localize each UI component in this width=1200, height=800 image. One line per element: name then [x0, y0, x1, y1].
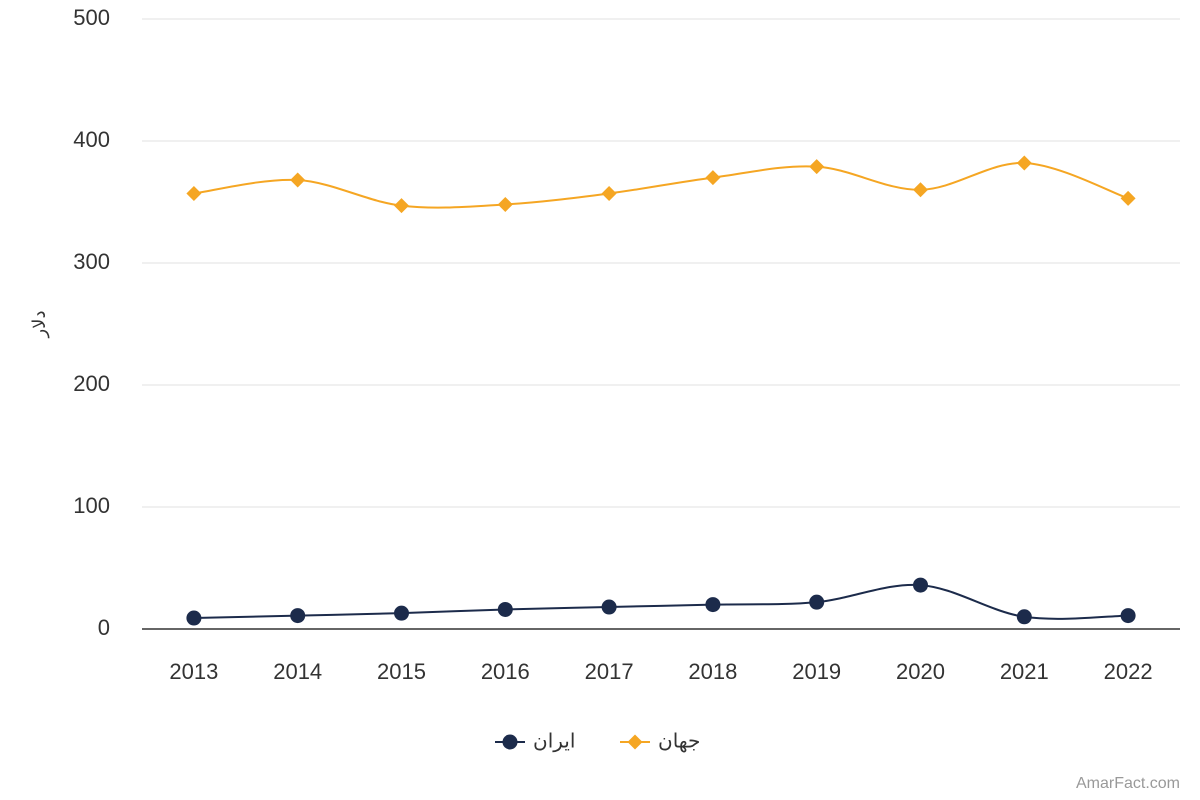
data-point — [290, 608, 306, 624]
data-point — [809, 159, 825, 175]
data-point — [601, 599, 617, 615]
data-point — [705, 597, 721, 613]
x-tick-label: 2022 — [1104, 659, 1153, 684]
legend-label: ایران — [533, 730, 575, 752]
data-point — [705, 170, 721, 186]
x-tick-label: 2021 — [1000, 659, 1049, 684]
x-tick-label: 2014 — [273, 659, 322, 684]
x-tick-label: 2020 — [896, 659, 945, 684]
y-tick-label: 300 — [73, 249, 110, 274]
y-tick-label: 400 — [73, 127, 110, 152]
data-point — [186, 185, 202, 201]
data-point — [1120, 190, 1136, 206]
data-point — [497, 196, 513, 212]
x-tick-label: 2013 — [169, 659, 218, 684]
data-point — [809, 594, 825, 610]
series-line — [193, 583, 1129, 620]
legend-symbol — [627, 734, 643, 750]
x-tick-label: 2016 — [481, 659, 530, 684]
x-tick-label: 2019 — [792, 659, 841, 684]
y-tick-label: 500 — [73, 5, 110, 30]
data-point — [1016, 609, 1032, 625]
data-point — [1016, 155, 1032, 171]
y-tick-label: 0 — [98, 615, 110, 640]
y-tick-label: 100 — [73, 493, 110, 518]
x-tick-label: 2018 — [688, 659, 737, 684]
data-point — [290, 172, 306, 188]
x-tick-label: 2017 — [585, 659, 634, 684]
data-point — [1120, 608, 1136, 624]
credits: AmarFact.com — [1076, 775, 1180, 792]
data-point — [394, 605, 409, 621]
data-point — [497, 601, 513, 617]
data-point — [186, 610, 202, 626]
y-tick-label: 200 — [73, 371, 110, 396]
data-point — [394, 198, 409, 214]
data-point — [601, 185, 617, 201]
y-axis-label: دلار — [29, 311, 49, 339]
legend-symbol — [502, 734, 518, 750]
x-tick-label: 2015 — [377, 659, 426, 684]
data-point — [913, 577, 928, 593]
data-point — [913, 182, 928, 198]
series-line — [193, 161, 1129, 209]
legend-label: جهان — [658, 730, 700, 752]
